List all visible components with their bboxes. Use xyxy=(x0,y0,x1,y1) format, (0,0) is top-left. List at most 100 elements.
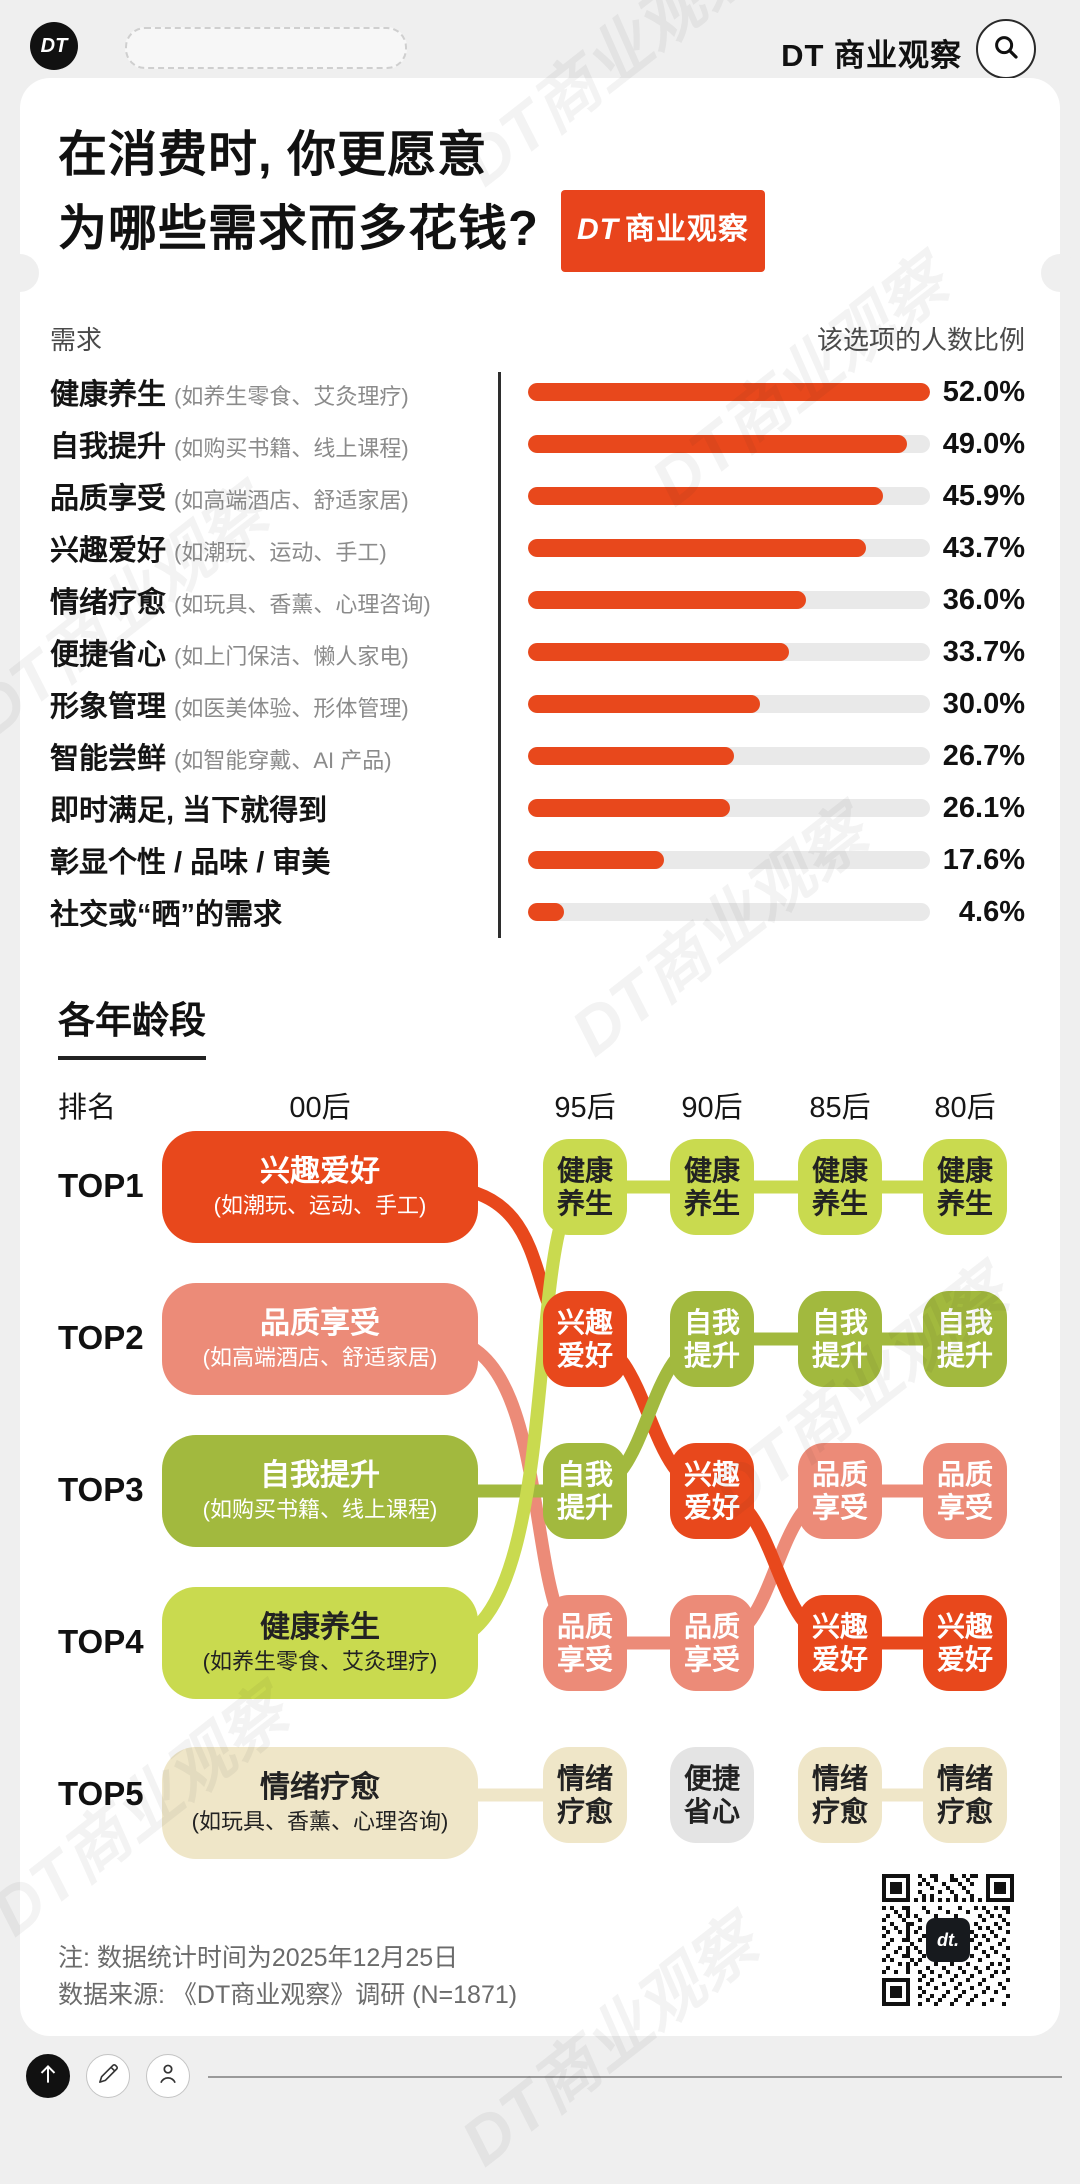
pill-sub: (如养生零食、艾灸理疗) xyxy=(202,1649,438,1674)
toolbar-divider-line xyxy=(208,2076,1062,2078)
page-title-line2-text: 为哪些需求而多花钱? xyxy=(58,202,539,256)
bar-label: 即时满足, 当下就得到 xyxy=(50,795,328,827)
infographic-card: 在消费时, 你更愿意 为哪些需求而多花钱? DT 商业观察 需求 该选项的人数比例 … xyxy=(1,78,1079,2036)
bar-row: 智能尝鲜 (如智能穿戴、AI 产品) 26.7% xyxy=(50,730,1025,782)
rank-label-top5: TOP5 xyxy=(58,1775,144,1812)
bar-chart: 健康养生 (如养生零食、艾灸理疗) 52.0% 自我提升 (如购买书籍、线上课程) 49… xyxy=(50,366,1025,938)
badge-95s-top5: 情绪疗愈 xyxy=(543,1747,627,1843)
bar-sublabel: (如购买书籍、线上课程) xyxy=(174,436,409,461)
pill-top4-00s: 健康养生 (如养生零食、艾灸理疗) xyxy=(162,1587,478,1699)
bar-row: 便捷省心 (如上门保洁、懒人家电) 33.7% xyxy=(50,626,1025,678)
edit-button[interactable] xyxy=(86,2054,130,2098)
badge-95s-top2: 兴趣爱好 xyxy=(543,1291,627,1387)
pill-sub: (如潮玩、运动、手工) xyxy=(213,1193,427,1218)
col-head-00s: 00后 xyxy=(289,1092,351,1124)
bar-sublabel: (如医美体验、形体管理) xyxy=(174,696,409,721)
bar-fill xyxy=(528,643,789,661)
bump-chart: TOP1 TOP2 TOP3 TOP4 TOP5 兴趣爱好 (如潮玩、运动、手工)… xyxy=(20,1118,1060,1878)
badge-85s-top3: 品质享受 xyxy=(798,1443,882,1539)
pill-title: 兴趣爱好 xyxy=(260,1155,380,1188)
bar-track xyxy=(528,383,930,401)
page-title-line1: 在消费时, 你更愿意 xyxy=(58,128,488,182)
qr-center-logo: dt. xyxy=(926,1918,970,1962)
pill-top3-00s: 自我提升 (如购买书籍、线上课程) xyxy=(162,1435,478,1547)
bar-sublabel: (如上门保洁、懒人家电) xyxy=(174,644,409,669)
dt-brand-badge: DT 商业观察 xyxy=(560,190,765,272)
age-section-heading: 各年龄段 xyxy=(58,990,206,1060)
bar-fill xyxy=(528,383,930,401)
search-icon xyxy=(991,32,1021,67)
bar-track xyxy=(528,487,930,505)
search-button[interactable] xyxy=(976,19,1036,79)
badge-90s-top2: 自我提升 xyxy=(670,1291,754,1387)
pill-top2-00s: 品质享受 (如高端酒店、舒适家居) xyxy=(162,1283,478,1395)
bar-label: 品质享受 xyxy=(50,483,167,515)
bar-row: 形象管理 (如医美体验、形体管理) 30.0% xyxy=(50,678,1025,730)
col-head-90s: 90后 xyxy=(681,1092,743,1124)
bar-label: 彰显个性 / 品味 / 审美 xyxy=(50,847,331,879)
bar-track xyxy=(528,747,930,765)
bar-fill xyxy=(528,591,807,609)
arrow-up-icon xyxy=(35,2061,61,2092)
bar-row: 健康养生 (如养生零食、艾灸理疗) 52.0% xyxy=(50,366,1025,418)
bar-sublabel: (如高端酒店、舒适家居) xyxy=(174,488,409,513)
badge-95s-top4: 品质享受 xyxy=(543,1595,627,1691)
bar-label: 智能尝鲜 xyxy=(50,743,167,775)
badge-80s-top5: 情绪疗愈 xyxy=(923,1747,1007,1843)
bar-value: 43.7% xyxy=(942,531,1025,564)
bar-col-right-label: 该选项的人数比例 xyxy=(816,325,1025,355)
bar-fill xyxy=(528,487,883,505)
badge-80s-top4: 兴趣爱好 xyxy=(923,1595,1007,1691)
bar-col-left-label: 需求 xyxy=(50,325,103,355)
rank-label-top2: TOP2 xyxy=(58,1319,144,1356)
bar-row: 社交或“晒”的需求 4.6% xyxy=(50,886,1025,938)
badge-80s-top2: 自我提升 xyxy=(923,1291,1007,1387)
bar-row: 品质享受 (如高端酒店、舒适家居) 45.9% xyxy=(50,470,1025,522)
rank-label-top1: TOP1 xyxy=(58,1167,144,1204)
bar-value: 30.0% xyxy=(942,687,1025,720)
bar-track xyxy=(528,539,930,557)
bar-value: 26.1% xyxy=(942,791,1025,824)
bar-track xyxy=(528,903,930,921)
bar-label: 情绪疗愈 xyxy=(50,587,167,619)
bar-row: 自我提升 (如购买书籍、线上课程) 49.0% xyxy=(50,418,1025,470)
bar-value: 36.0% xyxy=(942,583,1025,616)
bar-label: 形象管理 xyxy=(50,691,167,723)
bar-track xyxy=(528,851,930,869)
bar-value: 4.6% xyxy=(958,895,1025,928)
footnote-date: 注: 数据统计时间为2025年12月25日 xyxy=(58,1944,459,1972)
pill-sub: (如高端酒店、舒适家居) xyxy=(202,1345,438,1370)
bar-sublabel: (如潮玩、运动、手工) xyxy=(174,540,387,565)
badge-80s-top1: 健康养生 xyxy=(923,1139,1007,1235)
pill-top1-00s: 兴趣爱好 (如潮玩、运动、手工) xyxy=(162,1131,478,1243)
bar-value: 52.0% xyxy=(942,375,1025,408)
bar-value: 17.6% xyxy=(942,843,1025,876)
scroll-top-button[interactable] xyxy=(26,2054,70,2098)
bar-fill xyxy=(528,903,564,921)
bar-row: 情绪疗愈 (如玩具、香薰、心理咨询) 36.0% xyxy=(50,574,1025,626)
badge-80s-top3: 品质享受 xyxy=(923,1443,1007,1539)
page-title-line2: 为哪些需求而多花钱? DT 商业观察 xyxy=(58,190,1018,272)
bar-row: 彰显个性 / 品味 / 审美 17.6% xyxy=(50,834,1025,886)
badge-90s-top4: 品质享受 xyxy=(670,1595,754,1691)
bar-fill xyxy=(528,435,907,453)
bar-track xyxy=(528,799,930,817)
rank-label-top3: TOP3 xyxy=(58,1471,144,1508)
title-block: 在消费时, 你更愿意 为哪些需求而多花钱? DT 商业观察 xyxy=(58,120,1018,272)
col-head-80s: 80后 xyxy=(934,1092,996,1124)
pill-top5-00s: 情绪疗愈 (如玩具、香薰、心理咨询) xyxy=(162,1747,478,1859)
profile-button[interactable] xyxy=(146,2054,190,2098)
badge-85s-top1: 健康养生 xyxy=(798,1139,882,1235)
ticket-notch-right xyxy=(1041,254,1079,292)
bar-value: 45.9% xyxy=(942,479,1025,512)
bar-fill xyxy=(528,799,730,817)
footnote-source: 数据来源: 《DT商业观察》调研 (N=1871) xyxy=(58,1981,518,2009)
pill-title: 自我提升 xyxy=(260,1459,380,1492)
bar-fill xyxy=(528,539,866,557)
brand-title: DT 商业观察 xyxy=(781,38,962,73)
person-icon xyxy=(155,2061,181,2092)
dt-logo[interactable]: DT xyxy=(30,22,78,70)
footnotes: 注: 数据统计时间为2025年12月25日 数据来源: 《DT商业观察》调研 (… xyxy=(58,1940,517,2014)
top-bar: DT DT 商业观察 xyxy=(0,0,1080,79)
pill-title: 健康养生 xyxy=(260,1611,380,1644)
